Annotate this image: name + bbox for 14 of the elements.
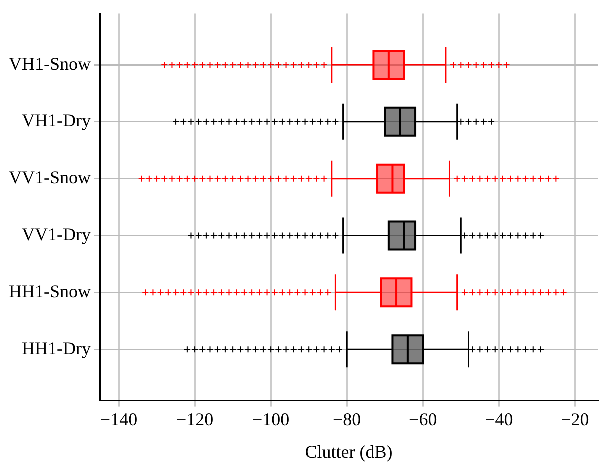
y-tick-label: VV1-Snow xyxy=(8,168,91,188)
x-tick-label: −80 xyxy=(333,409,362,430)
x-tick-label: −140 xyxy=(100,409,138,430)
x-tick-label: −20 xyxy=(561,409,590,430)
x-tick-label: −60 xyxy=(409,409,438,430)
y-tick-label: VH1-Dry xyxy=(22,110,91,131)
y-tick-label: HH1-Dry xyxy=(22,338,91,358)
x-tick-label: −100 xyxy=(252,409,290,430)
y-tick-label: VH1-Snow xyxy=(8,54,91,74)
y-tick-label: HH1-Snow xyxy=(8,281,91,302)
x-axis-title: Clutter (dB) xyxy=(305,442,393,462)
x-tick-label: −120 xyxy=(176,409,214,430)
y-tick-label: VV1-Dry xyxy=(22,224,91,244)
x-tick-label: −40 xyxy=(485,409,514,430)
